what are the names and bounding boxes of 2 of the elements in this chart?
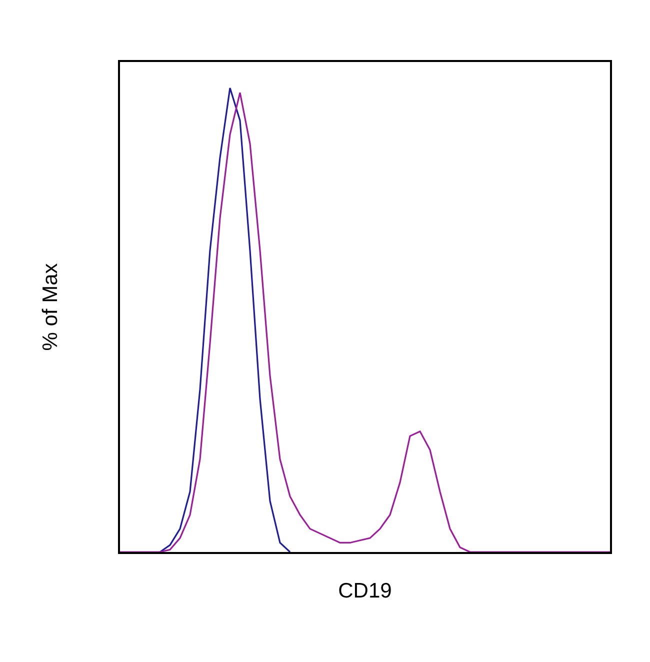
y-axis-title: % of Max (38, 262, 62, 351)
x-axis-title: CD19 (338, 579, 392, 602)
